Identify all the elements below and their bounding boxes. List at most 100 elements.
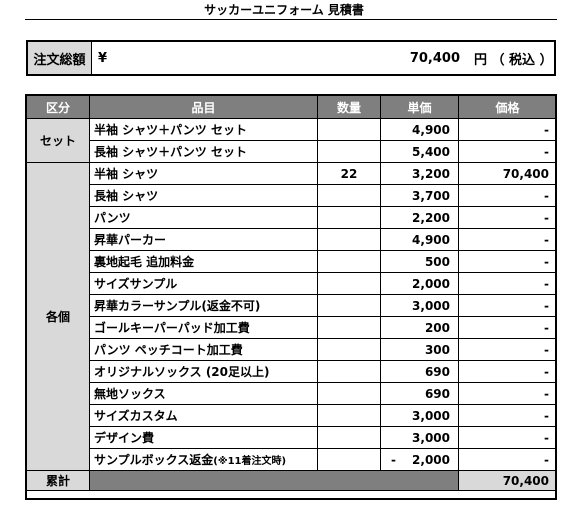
unit-price-cell: - 2,000 — [380, 448, 459, 471]
price-cell: - — [458, 118, 557, 141]
unit-price-cell: 2,200 — [380, 206, 459, 229]
table-row: 長袖 シャツ＋パンツ セット 5,400 - — [27, 140, 557, 163]
unit-price-cell: 3,700 — [380, 184, 459, 207]
item-name: 昇華パーカー — [89, 228, 318, 251]
table-row: ゴールキーパーパッド加工費 200 - — [27, 316, 557, 339]
item-name: 長袖 シャツ＋パンツ セット — [89, 140, 318, 163]
item-name: ゴールキーパーパッド加工費 — [89, 316, 318, 339]
qty-cell[interactable] — [317, 316, 381, 339]
item-name: 長袖 シャツ — [89, 184, 318, 207]
minus-sign: - — [391, 452, 396, 467]
item-name: デザイン費 — [89, 426, 318, 449]
page-title: サッカーユニフォーム 見積書 — [204, 3, 364, 17]
qty-cell[interactable]: 22 — [317, 162, 381, 185]
item-name: オリジナルソックス (20足以上) — [89, 360, 318, 383]
refund-item-note: (※11着注文時) — [213, 456, 287, 467]
table-row: パンツ 2,200 - — [27, 206, 557, 229]
total-amount: 70,400 — [409, 50, 460, 66]
refund-item-label: サンプルボックス返金 — [94, 453, 214, 467]
item-name: 裏地起毛 追加料金 — [89, 250, 318, 273]
price-cell: - — [458, 184, 557, 207]
unit-price-cell: 3,000 — [380, 294, 459, 317]
price-cell: - — [458, 250, 557, 273]
item-name: 半袖 シャツ＋パンツ セット — [89, 118, 318, 141]
unit-price-cell: 3,200 — [380, 162, 459, 185]
sum-filler — [89, 470, 459, 491]
unit-price-cell: 500 — [380, 250, 459, 273]
price-cell: - — [458, 382, 557, 405]
category-set: セット — [26, 118, 90, 163]
qty-cell[interactable] — [317, 206, 381, 229]
item-name: サンプルボックス返金(※11着注文時) — [89, 448, 318, 471]
table-row: セット 半袖 シャツ＋パンツ セット 4,900 - — [26, 118, 557, 163]
item-name: 昇華カラーサンプル(返金不可) — [89, 294, 318, 317]
header-price: 価格 — [458, 95, 557, 119]
sum-value: 70,400 — [458, 470, 557, 491]
item-name: パンツ ペッチコート加工費 — [89, 338, 318, 361]
price-cell: - — [458, 140, 557, 163]
total-box: 注文総額 ¥ 70,400 円 （ 税込 ） — [26, 40, 556, 76]
header-qty: 数量 — [317, 95, 381, 119]
unit-price-cell: 2,000 — [380, 272, 459, 295]
qty-cell[interactable] — [317, 272, 381, 295]
qty-cell[interactable] — [317, 426, 381, 449]
table-row: 昇華パーカー 4,900 - — [27, 228, 557, 251]
table-row: 無地ソックス 690 - — [27, 382, 557, 405]
price-cell: - — [458, 272, 557, 295]
price-cell: 70,400 — [458, 162, 557, 185]
price-cell: - — [458, 228, 557, 251]
qty-cell[interactable] — [317, 140, 381, 163]
unit-price-cell: 5,400 — [380, 140, 459, 163]
header-item: 品目 — [89, 95, 318, 119]
qty-cell[interactable] — [317, 250, 381, 273]
title-underline — [25, 19, 557, 20]
qty-cell[interactable] — [317, 184, 381, 207]
header-category: 区分 — [26, 95, 90, 119]
qty-cell[interactable] — [317, 448, 381, 471]
table-row: サイズカスタム 3,000 - — [27, 404, 557, 427]
estimate-table: 区分 品目 数量 単価 価格 セット 半袖 シャツ＋パンツ セット 4,900 … — [26, 95, 557, 491]
item-name: パンツ — [89, 206, 318, 229]
table-row: デザイン費 3,000 - — [27, 426, 557, 449]
item-name: 半袖 シャツ — [89, 162, 318, 185]
price-cell: - — [458, 426, 557, 449]
qty-cell[interactable] — [317, 360, 381, 383]
header-unit-price: 単価 — [380, 95, 459, 119]
total-unit: 円 （ 税込 ） — [474, 52, 553, 68]
price-cell: - — [458, 316, 557, 339]
unit-price-cell: 690 — [380, 382, 459, 405]
sum-row: 累計 70,400 — [26, 470, 557, 491]
price-cell: - — [458, 338, 557, 361]
price-cell: - — [458, 294, 557, 317]
price-cell: - — [458, 448, 557, 471]
item-name: サイズカスタム — [89, 404, 318, 427]
unit-price-cell: 200 — [380, 316, 459, 339]
qty-cell[interactable] — [317, 382, 381, 405]
qty-cell[interactable] — [317, 404, 381, 427]
refund-amount: 2,000 — [412, 452, 450, 467]
qty-cell[interactable] — [317, 294, 381, 317]
unit-price-cell: 690 — [380, 360, 459, 383]
table-row: パンツ ペッチコート加工費 300 - — [27, 338, 557, 361]
table-row: 長袖 シャツ 3,700 - — [27, 184, 557, 207]
total-label: 注文総額 — [28, 42, 92, 74]
item-name: 無地ソックス — [89, 382, 318, 405]
table-row: 裏地起毛 追加料金 500 - — [27, 250, 557, 273]
unit-price-cell: 4,900 — [380, 228, 459, 251]
price-cell: - — [458, 206, 557, 229]
table-header-row: 区分 品目 数量 単価 価格 — [26, 95, 557, 119]
item-name: サイズサンプル — [89, 272, 318, 295]
qty-cell[interactable] — [317, 228, 381, 251]
qty-cell[interactable] — [317, 118, 381, 141]
table-row: 各個 半袖 シャツ 22 3,200 70,400 — [26, 162, 557, 471]
unit-price-cell: 3,000 — [380, 426, 459, 449]
price-cell: - — [458, 404, 557, 427]
unit-price-cell: 3,000 — [380, 404, 459, 427]
table-row: 昇華カラーサンプル(返金不可) 3,000 - — [27, 294, 557, 317]
category-each: 各個 — [26, 162, 90, 471]
unit-price-cell: 300 — [380, 338, 459, 361]
table-row: サンプルボックス返金(※11着注文時) -2,000 - — [27, 448, 557, 471]
qty-cell[interactable] — [317, 338, 381, 361]
price-cell: - — [458, 360, 557, 383]
sum-label: 累計 — [26, 470, 90, 491]
